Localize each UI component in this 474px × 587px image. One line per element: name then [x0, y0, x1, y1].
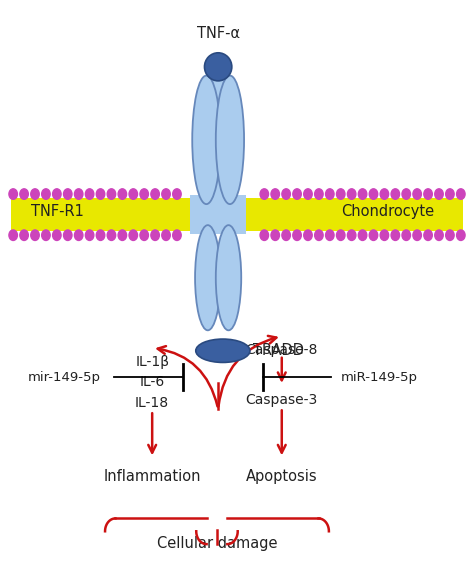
Circle shape [162, 230, 170, 241]
Circle shape [315, 189, 323, 200]
Circle shape [413, 230, 421, 241]
Circle shape [96, 189, 105, 200]
Circle shape [391, 189, 400, 200]
Text: TNF-R1: TNF-R1 [31, 204, 84, 219]
Circle shape [107, 230, 116, 241]
Circle shape [9, 230, 18, 241]
Circle shape [337, 189, 345, 200]
Circle shape [173, 230, 181, 241]
Circle shape [326, 230, 334, 241]
Circle shape [380, 189, 389, 200]
Circle shape [260, 230, 269, 241]
Circle shape [31, 189, 39, 200]
Circle shape [304, 230, 312, 241]
Circle shape [118, 189, 127, 200]
Circle shape [293, 189, 301, 200]
Circle shape [293, 230, 301, 241]
Circle shape [456, 189, 465, 200]
Circle shape [369, 189, 378, 200]
Circle shape [140, 189, 148, 200]
Circle shape [173, 189, 181, 200]
Bar [190, 195, 246, 234]
Circle shape [151, 230, 159, 241]
Circle shape [315, 230, 323, 241]
Circle shape [369, 230, 378, 241]
Text: Chondrocyte: Chondrocyte [341, 204, 434, 219]
Circle shape [424, 189, 432, 200]
Circle shape [42, 189, 50, 200]
Circle shape [107, 189, 116, 200]
Circle shape [20, 230, 28, 241]
Ellipse shape [192, 76, 220, 204]
Circle shape [162, 189, 170, 200]
Circle shape [446, 189, 454, 200]
Text: miR-149-5p: miR-149-5p [341, 370, 418, 383]
Circle shape [42, 230, 50, 241]
Text: IL-1β
IL-6
IL-18: IL-1β IL-6 IL-18 [135, 355, 169, 410]
Circle shape [129, 189, 137, 200]
Text: mir-149-5p: mir-149-5p [27, 370, 100, 383]
Bar [11, 198, 463, 231]
Ellipse shape [216, 225, 241, 330]
Circle shape [53, 189, 61, 200]
Circle shape [337, 230, 345, 241]
Circle shape [435, 230, 443, 241]
Text: Apoptosis: Apoptosis [246, 469, 318, 484]
Circle shape [282, 189, 291, 200]
Circle shape [326, 189, 334, 200]
Circle shape [358, 189, 367, 200]
Circle shape [20, 189, 28, 200]
Circle shape [64, 189, 72, 200]
Circle shape [271, 230, 280, 241]
Circle shape [74, 230, 83, 241]
Ellipse shape [216, 76, 244, 204]
Circle shape [96, 230, 105, 241]
Circle shape [53, 230, 61, 241]
Circle shape [347, 189, 356, 200]
Circle shape [413, 189, 421, 200]
Text: TNF-α: TNF-α [197, 25, 240, 41]
Circle shape [402, 189, 410, 200]
Circle shape [380, 230, 389, 241]
Circle shape [358, 230, 367, 241]
Circle shape [347, 230, 356, 241]
Circle shape [85, 230, 94, 241]
Circle shape [435, 189, 443, 200]
Bar [206, 70, 230, 198]
Circle shape [304, 189, 312, 200]
Circle shape [74, 189, 83, 200]
Circle shape [129, 230, 137, 241]
Ellipse shape [204, 53, 232, 81]
Text: Caspase-3: Caspase-3 [246, 393, 318, 407]
Circle shape [424, 230, 432, 241]
Circle shape [64, 230, 72, 241]
Ellipse shape [195, 225, 220, 330]
Circle shape [9, 189, 18, 200]
Text: TRADD: TRADD [254, 343, 304, 358]
Text: Caspase-8: Caspase-8 [246, 343, 318, 357]
Circle shape [260, 189, 269, 200]
Circle shape [391, 230, 400, 241]
Ellipse shape [196, 339, 250, 362]
Circle shape [282, 230, 291, 241]
Circle shape [151, 189, 159, 200]
Circle shape [140, 230, 148, 241]
Text: Cellular damage: Cellular damage [157, 536, 277, 551]
Circle shape [456, 230, 465, 241]
Text: Inflammation: Inflammation [103, 469, 201, 484]
Circle shape [118, 230, 127, 241]
Circle shape [31, 230, 39, 241]
Circle shape [402, 230, 410, 241]
Circle shape [85, 189, 94, 200]
Circle shape [446, 230, 454, 241]
Circle shape [271, 189, 280, 200]
